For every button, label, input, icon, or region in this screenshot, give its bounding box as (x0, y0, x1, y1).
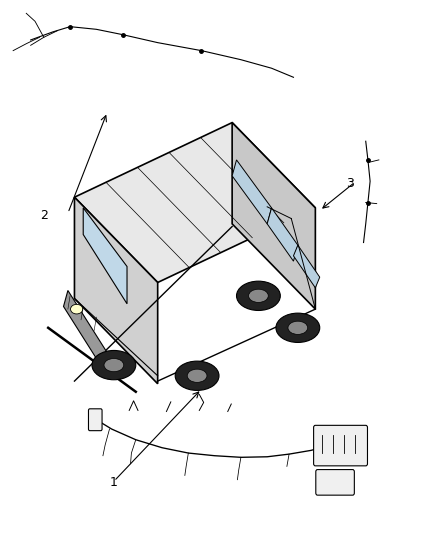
Ellipse shape (276, 313, 320, 342)
Polygon shape (232, 123, 315, 309)
Ellipse shape (92, 351, 136, 379)
FancyBboxPatch shape (88, 409, 102, 431)
Polygon shape (64, 290, 112, 376)
Ellipse shape (175, 361, 219, 390)
Ellipse shape (104, 359, 124, 372)
FancyBboxPatch shape (316, 470, 354, 495)
Text: 3: 3 (346, 177, 354, 190)
Ellipse shape (187, 369, 207, 382)
Ellipse shape (248, 289, 268, 302)
Text: 1: 1 (110, 476, 118, 489)
Ellipse shape (237, 281, 280, 310)
Text: 2: 2 (40, 209, 48, 222)
Polygon shape (232, 160, 272, 224)
Ellipse shape (288, 321, 308, 334)
Polygon shape (267, 208, 298, 261)
FancyBboxPatch shape (314, 425, 367, 466)
Polygon shape (74, 197, 158, 384)
Polygon shape (83, 208, 127, 304)
Ellipse shape (71, 304, 83, 314)
Polygon shape (74, 123, 315, 282)
Polygon shape (293, 245, 320, 288)
